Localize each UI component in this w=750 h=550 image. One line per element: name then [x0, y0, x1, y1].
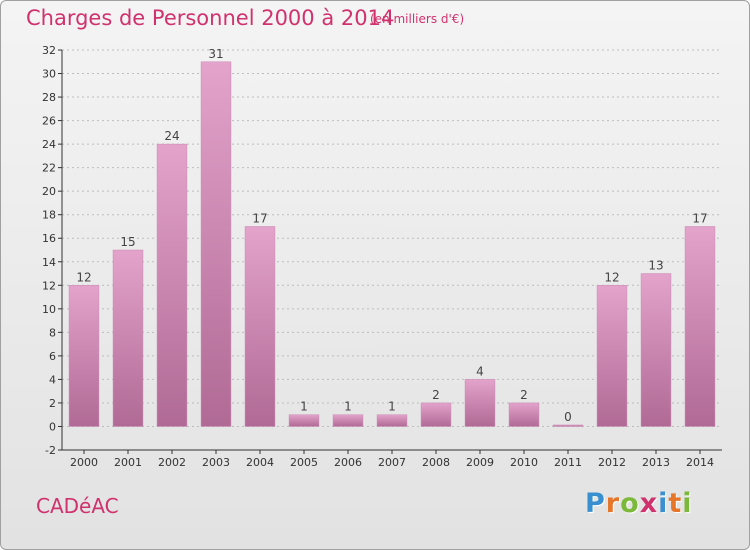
bar	[596, 285, 628, 427]
logo-letter: t	[668, 488, 683, 519]
data-label: 2	[520, 388, 528, 402]
y-tick-label: 16	[42, 232, 56, 245]
bar	[376, 414, 408, 427]
bar	[552, 424, 584, 427]
x-tick-label: 2010	[510, 456, 538, 469]
y-tick-label: 2	[49, 397, 56, 410]
x-tick-label: 2009	[466, 456, 494, 469]
bar	[640, 273, 672, 427]
logo-letter: i	[658, 488, 669, 519]
x-tick-label: 2000	[70, 456, 98, 469]
y-tick-label: 14	[42, 256, 56, 269]
y-tick-label: 12	[42, 279, 56, 292]
x-tick-label: 2005	[290, 456, 318, 469]
y-tick-label: -2	[45, 444, 56, 457]
x-tick-label: 2012	[598, 456, 626, 469]
x-tick-label: 2008	[422, 456, 450, 469]
y-tick-label: 24	[42, 138, 56, 151]
bar	[244, 226, 276, 427]
logo-letter: x	[639, 488, 659, 519]
logo-letter: i	[682, 488, 693, 519]
y-tick-label: 28	[42, 91, 56, 104]
data-label: 1	[300, 400, 308, 414]
proxiti-logo: Proxiti	[585, 488, 693, 519]
bar	[288, 414, 320, 427]
y-tick-label: 20	[42, 185, 56, 198]
y-tick-label: 26	[42, 115, 56, 128]
data-label: 24	[164, 129, 179, 143]
x-tick-label: 2003	[202, 456, 230, 469]
y-tick-label: 8	[49, 326, 56, 339]
data-label: 15	[120, 235, 135, 249]
data-label: 17	[692, 211, 707, 225]
axes	[58, 49, 722, 454]
data-label: 31	[208, 47, 223, 61]
logo-letter: P	[585, 488, 606, 519]
labels: -202468101214161820222426283032122000152…	[42, 44, 714, 469]
x-tick-label: 2014	[686, 456, 714, 469]
y-tick-label: 22	[42, 162, 56, 175]
y-tick-label: 30	[42, 68, 56, 81]
x-tick-label: 2001	[114, 456, 142, 469]
chart-subtitle: (en milliers d'€)	[370, 12, 465, 26]
data-label: 12	[604, 270, 619, 284]
bar	[112, 249, 144, 427]
y-tick-label: 6	[49, 350, 56, 363]
y-tick-label: 18	[42, 209, 56, 222]
bar	[464, 379, 496, 427]
bar	[332, 414, 364, 427]
data-label: 12	[76, 270, 91, 284]
data-label: 13	[648, 259, 663, 273]
y-tick-label: 4	[49, 373, 56, 386]
bar	[684, 226, 716, 427]
logo-letter: r	[605, 488, 621, 519]
logo-letter: o	[620, 488, 640, 519]
bar	[508, 402, 540, 427]
x-tick-label: 2007	[378, 456, 406, 469]
bar	[156, 143, 188, 427]
x-tick-label: 2002	[158, 456, 186, 469]
y-tick-label: 32	[42, 44, 56, 57]
data-label: 1	[344, 400, 352, 414]
data-label: 0	[564, 410, 572, 424]
data-label: 17	[252, 211, 267, 225]
y-tick-label: 0	[49, 420, 56, 433]
x-tick-label: 2011	[554, 456, 582, 469]
data-label: 4	[476, 364, 484, 378]
commune-name: CADéAC	[36, 494, 119, 518]
bars	[68, 61, 716, 427]
data-label: 2	[432, 388, 440, 402]
bar	[420, 402, 452, 427]
x-tick-label: 2004	[246, 456, 274, 469]
x-tick-label: 2006	[334, 456, 362, 469]
bar	[68, 285, 100, 427]
data-label: 1	[388, 400, 396, 414]
y-tick-label: 10	[42, 303, 56, 316]
x-tick-label: 2013	[642, 456, 670, 469]
chart-title: Charges de Personnel 2000 à 2014	[26, 6, 395, 30]
bar	[200, 61, 232, 427]
